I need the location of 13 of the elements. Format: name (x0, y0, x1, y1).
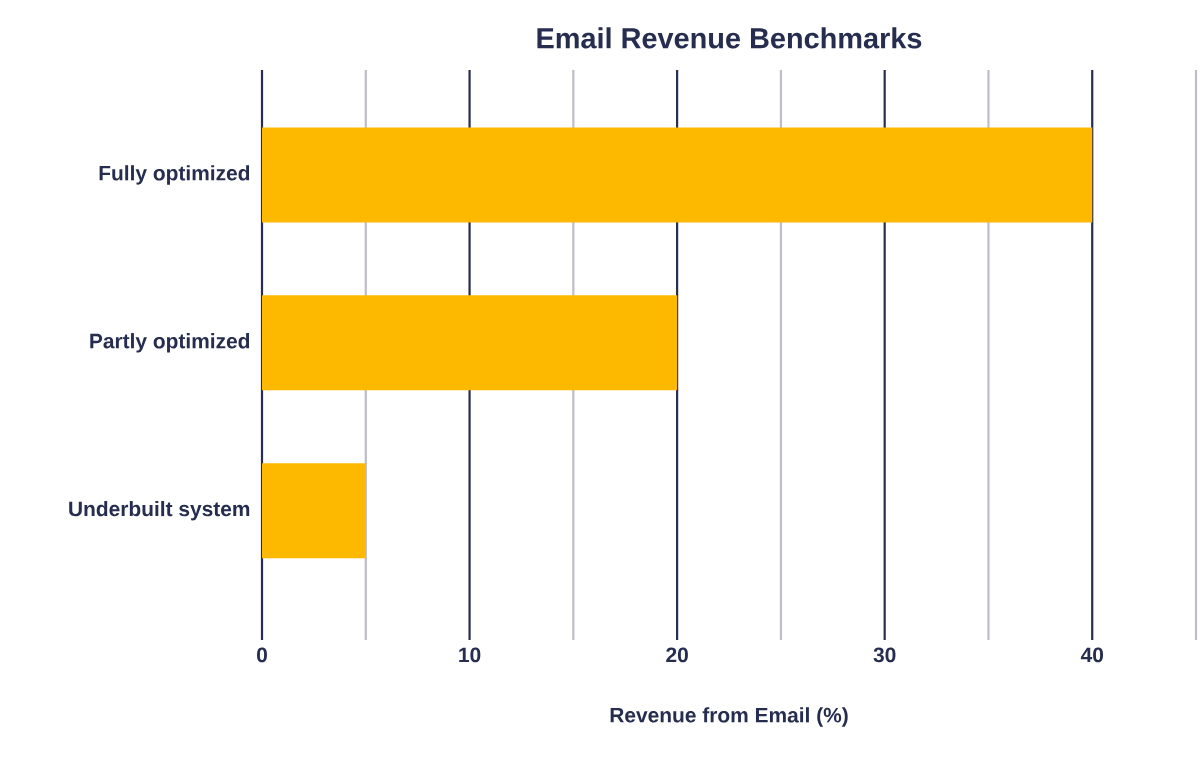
x-tick-label: 20 (666, 647, 688, 663)
chart-title: Email Revenue Benchmarks (537, 27, 922, 49)
y-tick-label: Fully optimized (99, 165, 250, 185)
x-axis-title: Revenue from Email (%) (610, 707, 848, 727)
x-tick-label: 10 (459, 647, 481, 663)
y-tick-label: Underbuilt system (69, 500, 250, 521)
x-tick-label: 40 (1080, 647, 1104, 663)
x-tick-label: 0 (257, 647, 267, 663)
x-tick-label: 30 (873, 647, 896, 663)
bar (262, 463, 366, 559)
bar (262, 127, 1093, 223)
bar (262, 295, 678, 391)
y-tick-label: Partly optimized (90, 333, 250, 353)
